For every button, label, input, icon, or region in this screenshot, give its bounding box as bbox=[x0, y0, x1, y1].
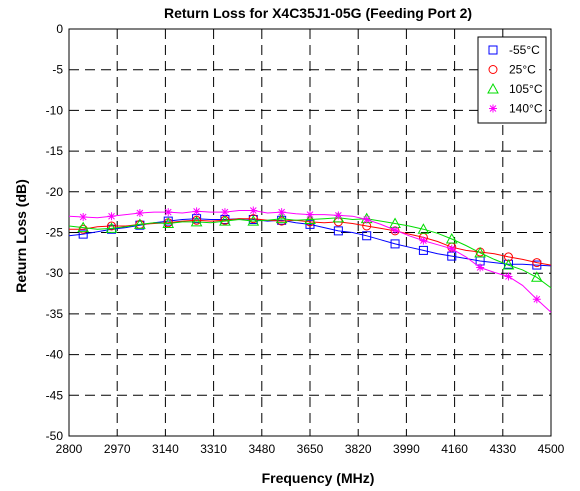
data-point bbox=[362, 231, 372, 241]
data-point bbox=[532, 260, 542, 270]
data-point bbox=[249, 206, 258, 215]
legend-item: 140°C bbox=[489, 102, 543, 116]
data-point bbox=[134, 218, 146, 229]
legend: -55°C 25°C 105°C 140°C bbox=[477, 36, 547, 124]
y-tick-label: 0 bbox=[56, 22, 63, 36]
data-point bbox=[247, 215, 260, 226]
y-axis-label: Return Loss (dB) bbox=[13, 179, 29, 293]
data-point bbox=[504, 272, 513, 281]
data-point bbox=[418, 245, 428, 255]
data-point bbox=[219, 215, 231, 226]
x-tick-label: 3820 bbox=[345, 442, 372, 456]
x-tick-label: 3140 bbox=[152, 442, 179, 456]
legend-marker bbox=[487, 82, 499, 94]
data-point bbox=[305, 219, 315, 229]
data-point bbox=[162, 217, 175, 229]
data-point bbox=[304, 213, 316, 224]
y-tick-label: -45 bbox=[46, 388, 64, 402]
data-point bbox=[248, 214, 258, 224]
data-point bbox=[391, 226, 400, 235]
series-line bbox=[68, 217, 552, 289]
data-point bbox=[445, 232, 458, 244]
x-tick-label: 3310 bbox=[200, 442, 227, 456]
legend-marker bbox=[488, 65, 498, 74]
x-tick-label: 2800 bbox=[56, 442, 83, 456]
x-tick-label: 2970 bbox=[104, 442, 131, 456]
data-point bbox=[190, 215, 203, 227]
y-tick-label: -10 bbox=[46, 103, 64, 117]
y-tick-label: -35 bbox=[46, 307, 64, 321]
data-point bbox=[107, 224, 117, 234]
data-point bbox=[220, 208, 229, 217]
data-point bbox=[476, 263, 485, 272]
legend-label: 140°C bbox=[509, 102, 543, 116]
data-point bbox=[334, 211, 343, 220]
chart-title: Return Loss for X4C35J1-05G (Feeding Por… bbox=[164, 5, 472, 21]
data-point bbox=[417, 223, 430, 234]
x-tick-label: 4160 bbox=[441, 442, 468, 456]
data-point bbox=[79, 213, 88, 222]
x-tick-label: 3990 bbox=[393, 442, 420, 456]
legend-marker bbox=[488, 45, 498, 55]
data-point bbox=[192, 207, 201, 216]
data-point bbox=[502, 259, 515, 270]
data-point bbox=[447, 244, 456, 253]
data-point bbox=[532, 295, 541, 304]
data-point bbox=[532, 258, 542, 268]
y-tick-label: -20 bbox=[46, 185, 64, 199]
data-point bbox=[275, 212, 288, 224]
y-axis: 0 -5 -10 -15 -20 -25 -30 -35 -40 -45 -50 bbox=[46, 22, 64, 443]
x-tick-label: 4330 bbox=[489, 442, 516, 456]
x-axis-label: Frequency (MHz) bbox=[262, 470, 375, 486]
legend-label: 105°C bbox=[509, 82, 543, 96]
legend-item: -55°C bbox=[488, 43, 540, 57]
data-point bbox=[77, 221, 90, 233]
data-point bbox=[474, 246, 486, 258]
legend-item: 25°C bbox=[488, 63, 536, 77]
x-axis: 2800 2970 3140 3310 3480 3650 3820 3990 4160 4330… bbox=[56, 442, 565, 456]
legend-item: 105°C bbox=[487, 82, 543, 96]
series-line bbox=[69, 218, 552, 266]
y-tick-label: -40 bbox=[46, 348, 64, 362]
data-point bbox=[390, 239, 400, 249]
y-tick-label: -30 bbox=[46, 266, 64, 280]
series-4 bbox=[68, 206, 552, 313]
data-point bbox=[105, 222, 118, 233]
legend-label: -55°C bbox=[509, 43, 540, 57]
data-point bbox=[306, 210, 314, 219]
y-tick-label: -50 bbox=[46, 429, 64, 443]
data-point bbox=[164, 208, 173, 217]
data-point bbox=[333, 226, 343, 236]
data-point bbox=[107, 212, 116, 221]
plot-area bbox=[68, 28, 552, 437]
y-tick-label: -5 bbox=[52, 63, 63, 77]
data-point bbox=[277, 208, 286, 217]
legend-label: 25°C bbox=[509, 63, 536, 77]
data-point bbox=[419, 236, 428, 245]
data-point bbox=[78, 229, 88, 239]
data-point bbox=[135, 208, 144, 217]
series-3 bbox=[68, 211, 552, 289]
data-point bbox=[530, 271, 543, 282]
data-point bbox=[107, 221, 117, 231]
x-tick-label: 4500 bbox=[538, 442, 565, 456]
series-layer bbox=[68, 206, 552, 313]
y-tick-label: -25 bbox=[46, 226, 64, 240]
data-point bbox=[362, 215, 371, 224]
y-tick-label: -15 bbox=[46, 144, 64, 158]
x-tick-label: 3480 bbox=[248, 442, 275, 456]
x-tick-label: 3650 bbox=[297, 442, 324, 456]
legend-marker bbox=[489, 104, 497, 113]
